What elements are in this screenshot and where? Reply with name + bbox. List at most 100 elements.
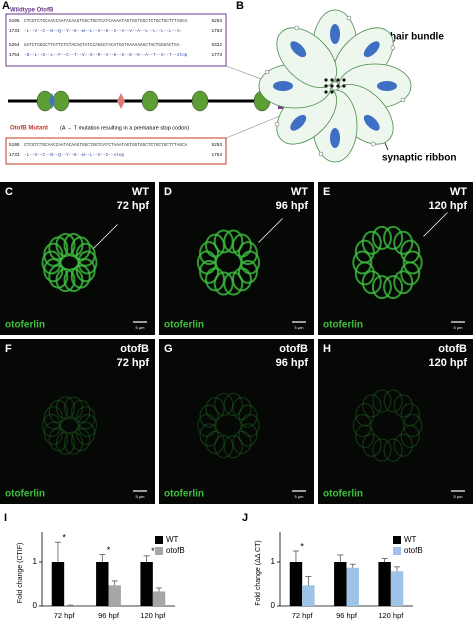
significance: * <box>300 541 304 551</box>
x-tick-label: 120 hpf <box>378 611 404 620</box>
micrograph <box>159 182 314 335</box>
genotype: WT <box>450 186 467 198</box>
seq: GATCTGGGCTTGTTCTGTACAGTATCCAGGGTACATGGTG… <box>24 43 180 48</box>
genotype: otofB <box>279 343 308 355</box>
cell-signal <box>362 433 382 457</box>
bundle <box>324 84 328 88</box>
x-tick-label: 72 hpf <box>292 611 314 620</box>
bundle <box>336 84 340 88</box>
cell-signal <box>55 232 76 257</box>
legend-label: otofB <box>404 546 423 555</box>
y-axis-label: Fold change (CTIF) <box>17 543 24 604</box>
bundle <box>330 90 334 94</box>
cell-signal <box>237 259 258 284</box>
bundle <box>330 78 334 82</box>
cell-signal <box>199 404 219 428</box>
legend-label: WT <box>404 535 417 544</box>
arrow <box>93 224 118 249</box>
domain <box>49 93 55 109</box>
cell-signal <box>223 392 243 417</box>
panel-letter: C <box>5 186 13 198</box>
domain <box>117 93 125 109</box>
seq: -L--V--C--N--Q--Y--K--W--L--V--I--stop <box>24 153 124 158</box>
panel-letter: B <box>236 0 244 12</box>
stage: 96 hpf <box>276 357 309 369</box>
ribbon <box>294 25 300 31</box>
y-axis-label: Fold change (ΔΔ CT) <box>255 540 262 605</box>
domain <box>141 90 159 112</box>
legend-label: otofB <box>166 546 185 555</box>
legend-swatch <box>155 547 163 555</box>
cell-signal <box>213 271 234 296</box>
cell-signal <box>238 423 258 447</box>
cell-signal <box>372 438 392 462</box>
ribbon <box>370 141 376 147</box>
seq-end: 5253 <box>211 143 222 148</box>
panel-letter: G <box>164 343 173 355</box>
cell-signal <box>232 430 252 454</box>
arrow <box>258 218 283 243</box>
cell-signal <box>393 394 413 418</box>
hair-bundle-label: hair bundle <box>390 32 444 43</box>
cell-signal <box>355 402 375 427</box>
seq-start: 1754 <box>9 53 20 58</box>
panel-letter: J <box>242 512 248 524</box>
panel-letter: I <box>4 512 7 524</box>
bundle <box>324 90 328 94</box>
scale-label: 5 µm <box>295 325 305 330</box>
cell-signal <box>223 229 244 254</box>
cell-signal <box>41 413 62 438</box>
cell-signal <box>76 406 96 430</box>
cell-signal <box>237 241 258 266</box>
scale-label: 5 µm <box>454 494 464 499</box>
x-tick-label: 96 hpf <box>336 611 358 620</box>
legend-label: WT <box>166 535 179 544</box>
stain: otoferlin <box>323 320 363 331</box>
legend-swatch <box>393 547 401 555</box>
cell-signal <box>223 434 243 459</box>
cell-signal <box>352 250 373 275</box>
ribbon <box>318 151 324 157</box>
cell-signal <box>214 392 234 417</box>
micrograph <box>318 339 473 504</box>
nucleus <box>377 81 397 91</box>
cell-signal <box>205 397 225 421</box>
cell-signal <box>354 239 375 264</box>
seq-start: 1733 <box>9 153 20 158</box>
seq-end: 1753 <box>211 29 222 34</box>
genotype: WT <box>132 186 149 198</box>
scale-label: 5 µm <box>136 494 146 499</box>
micrographs: C WT 72 hpf otoferlin 5 µm D WT 96 hpf otoferlin… <box>0 182 473 504</box>
cell-signal <box>77 413 98 438</box>
genotype: WT <box>291 186 308 198</box>
bundle <box>342 78 346 82</box>
ribbon <box>274 121 280 127</box>
seq: -D--L--G--L--F--C--T--V--S--R--V--H--G--… <box>24 53 188 58</box>
seq: CTCGTCTGCAACCAATACAAGTGGCTGGTCATCTAAATAG… <box>24 143 188 148</box>
nucleus <box>273 81 293 91</box>
cell-signal <box>238 404 258 428</box>
nucleus <box>363 41 380 58</box>
wt-box <box>5 13 227 67</box>
seq-end: 1773 <box>211 53 222 58</box>
domain <box>191 90 209 112</box>
cell-signal <box>400 239 421 264</box>
mutant-box <box>5 137 227 165</box>
nucleus <box>290 114 307 131</box>
stage: 72 hpf <box>117 200 150 212</box>
bar <box>346 567 359 606</box>
mutant-title: OtofB Mutant <box>10 126 48 132</box>
genotype: otofB <box>438 343 467 355</box>
cell-signal <box>402 250 423 275</box>
seq-start: 5254 <box>9 43 20 48</box>
seq-end: 1753 <box>211 153 222 158</box>
y-tick-label: 1 <box>33 557 38 566</box>
bar <box>390 571 404 606</box>
stage: 72 hpf <box>117 357 150 369</box>
cell-signal <box>371 275 392 300</box>
bar <box>289 562 303 606</box>
ribbon <box>400 97 406 103</box>
cell-signal <box>383 225 404 250</box>
